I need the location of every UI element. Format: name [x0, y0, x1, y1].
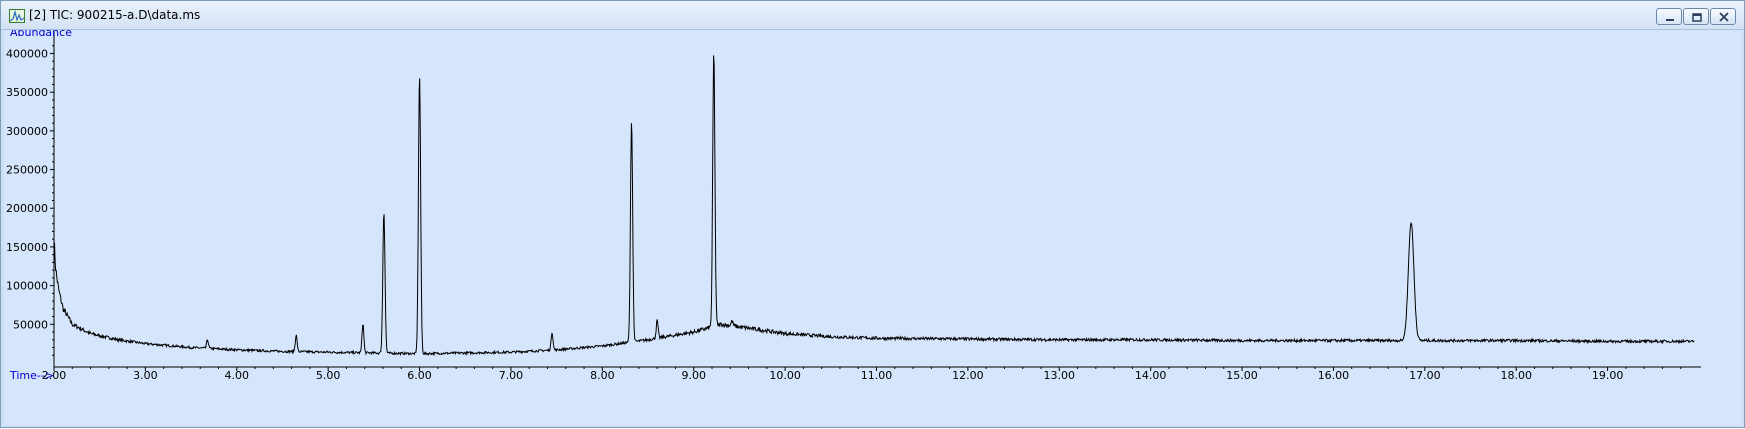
- x-tick-label: 14.00: [1135, 369, 1167, 382]
- x-tick-label: 7.00: [499, 369, 524, 382]
- minimize-button[interactable]: [1656, 8, 1682, 25]
- y-tick-label: 400000: [6, 47, 48, 60]
- x-tick-label: 13.00: [1044, 369, 1076, 382]
- restore-icon: [1692, 13, 1702, 22]
- y-axis-label: Abundance: [10, 30, 72, 39]
- close-button[interactable]: [1710, 8, 1736, 25]
- x-tick-label: 12.00: [952, 369, 984, 382]
- window-title: [2] TIC: 900215-a.D\data.ms: [29, 8, 201, 22]
- peak-point: [551, 331, 553, 333]
- y-tick-label: 200000: [6, 202, 48, 215]
- x-tick-label: 2.00: [42, 369, 67, 382]
- minimize-icon: [1666, 19, 1674, 21]
- tic-trace: [53, 55, 1695, 357]
- x-tick-label: 4.00: [225, 369, 250, 382]
- peak-point: [713, 51, 715, 53]
- x-tick-label: 19.00: [1592, 369, 1624, 382]
- peak-point: [631, 119, 633, 121]
- title-bar[interactable]: [2] TIC: 900215-a.D\data.ms: [1, 1, 1744, 30]
- y-tick-label: 50000: [13, 318, 48, 331]
- x-tick-label: 6.00: [407, 369, 432, 382]
- y-tick-label: 300000: [6, 125, 48, 138]
- x-tick-label: 9.00: [681, 369, 706, 382]
- peak-point: [383, 210, 385, 212]
- chromatogram-app-icon: [9, 9, 25, 23]
- x-tick-label: 3.00: [133, 369, 158, 382]
- y-tick-label: 250000: [6, 164, 48, 177]
- x-tick-label: 8.00: [590, 369, 615, 382]
- x-tick-label: 17.00: [1409, 369, 1441, 382]
- peak-point: [362, 323, 364, 325]
- x-tick-label: 15.00: [1226, 369, 1258, 382]
- x-tick-label: 18.00: [1500, 369, 1532, 382]
- x-tick-label: 10.00: [769, 369, 801, 382]
- tic-chart: 50000 100000 150000 200000 250000 300000 35000…: [6, 26, 1701, 382]
- chromatogram-plot[interactable]: 50000 100000 150000 200000 250000 300000 35000…: [4, 26, 1741, 425]
- y-tick-label: 100000: [6, 280, 48, 293]
- peak-point: [419, 73, 421, 75]
- y-tick-label: 150000: [6, 241, 48, 254]
- x-tick-label: 5.00: [316, 369, 341, 382]
- x-tick-label: 11.00: [861, 369, 893, 382]
- x-tick-label: 16.00: [1318, 369, 1350, 382]
- restore-button[interactable]: [1683, 8, 1709, 25]
- x-axis-label: Time-->: [9, 369, 54, 382]
- close-icon: [1719, 12, 1729, 22]
- y-tick-label: 350000: [6, 86, 48, 99]
